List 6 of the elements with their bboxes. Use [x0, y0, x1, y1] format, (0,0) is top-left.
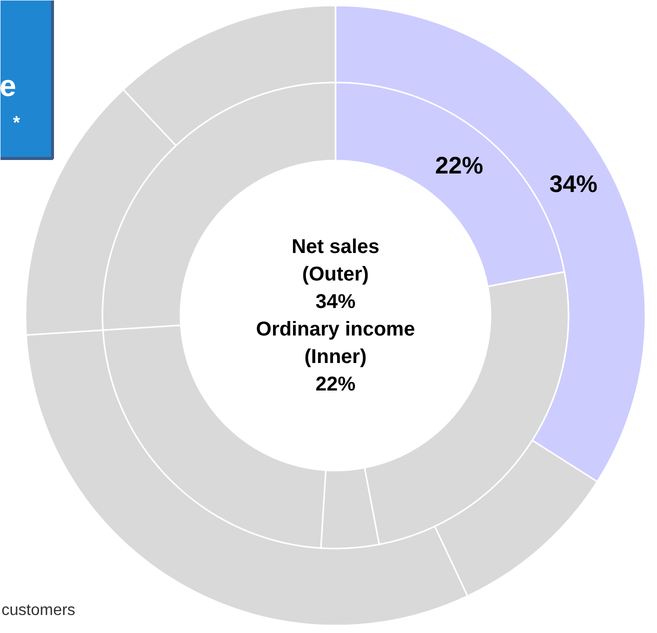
- text: customers: [2, 602, 76, 619]
- data-label: 34%: [549, 171, 598, 198]
- text: e: [0, 70, 16, 103]
- data-label: 22%: [435, 152, 484, 180]
- text: Net sales (Outer) 34% Ordinary income (Inner) 22%: [256, 236, 415, 396]
- text: *: [13, 112, 20, 132]
